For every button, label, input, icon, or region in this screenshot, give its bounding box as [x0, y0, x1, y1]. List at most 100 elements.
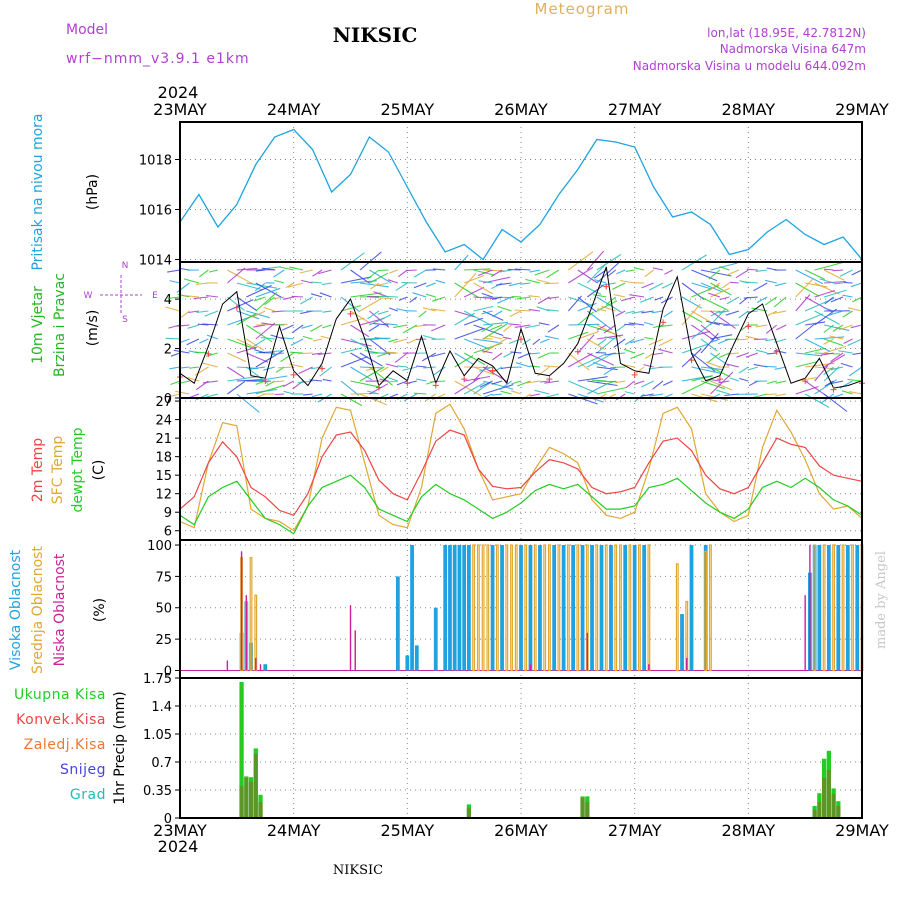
- wind-arrow: [776, 324, 787, 331]
- wind-arrow: [260, 336, 275, 340]
- wind-arrow: [658, 348, 673, 354]
- wind-arrow: [255, 266, 281, 271]
- time-tick-bottom-label: 23MAY: [153, 821, 207, 840]
- wind-arrow: [681, 375, 713, 382]
- wind-arrow: [253, 338, 266, 348]
- wind-arrow: [435, 279, 446, 284]
- wind-arrow: [586, 310, 613, 331]
- wind-arrow: [227, 269, 254, 285]
- compass-n: N: [122, 261, 129, 271]
- wind-arrow: [795, 361, 818, 368]
- wind-arrow: [700, 338, 718, 352]
- wind-arrow: [482, 384, 514, 395]
- wind-arrow: [710, 366, 731, 378]
- wind-arrow: [299, 269, 313, 274]
- wind-arrow: [628, 322, 645, 326]
- wind-arrow: [765, 393, 777, 396]
- wind-arrow: [630, 338, 645, 344]
- wind-arrow: [290, 351, 304, 354]
- wind-gust-marker: [347, 310, 354, 317]
- wind-arrow: [624, 323, 635, 326]
- wind-arrow: [236, 267, 258, 271]
- wind-arrow: [303, 393, 313, 396]
- wind-arrow: [753, 282, 768, 292]
- cloud-mid-bar: [557, 544, 561, 672]
- cloud-mid-bar: [619, 544, 622, 672]
- wind-arrow: [497, 305, 512, 312]
- y-tick-label: 75: [155, 570, 172, 585]
- cloud-high-bar: [845, 545, 850, 671]
- cloud-mid-bar: [533, 544, 537, 672]
- wind-arrow: [568, 323, 600, 326]
- wind-arrow: [282, 296, 294, 300]
- wind-arrow: [710, 262, 738, 271]
- cloud-low-bar: [349, 605, 352, 671]
- wind-arrow: [539, 380, 550, 383]
- cloud-high-bar: [538, 545, 542, 671]
- wind-arrow: [640, 296, 654, 303]
- y-tick-label: 21: [155, 432, 172, 447]
- wind-arrow: [755, 269, 768, 272]
- wind-arrow: [491, 366, 503, 374]
- wind-arrow: [536, 306, 550, 312]
- wind-arrow: [413, 269, 427, 278]
- wind-arrow: [814, 261, 845, 271]
- wind-arrow: [795, 352, 822, 357]
- wind-arrow: [279, 266, 294, 271]
- wind-arrow: [586, 263, 607, 284]
- y-tick-label: 4: [164, 293, 172, 308]
- wind-arrow: [270, 334, 285, 340]
- wind-arrow: [359, 298, 381, 312]
- precip-conv-bar: [831, 794, 836, 818]
- wind-arrow: [540, 338, 550, 344]
- wind-gust-marker: [830, 386, 837, 393]
- wind-arrow: [774, 366, 787, 370]
- cloud-high-bar: [433, 607, 438, 671]
- cloud-high-bar: [448, 545, 452, 671]
- wind-arrow: [251, 310, 266, 318]
- model-label: Model: [66, 22, 108, 38]
- cloud-mid-bar: [637, 544, 641, 672]
- cloud-high-bar: [249, 642, 253, 671]
- wind-arrow: [596, 336, 617, 354]
- wind-arrow: [227, 376, 258, 382]
- wind-arrow: [773, 296, 787, 308]
- time-tick-top-label: 27MAY: [608, 100, 662, 119]
- wind-arrow: [463, 338, 490, 350]
- cloud-mid-bar: [851, 544, 854, 672]
- wind-arrow: [407, 338, 418, 344]
- cloud-high-bar: [405, 655, 410, 671]
- cloud-high-bar: [623, 545, 628, 671]
- wind-gust-marker: [773, 348, 780, 355]
- wind-arrow: [546, 269, 560, 279]
- wind-arrow: [643, 364, 654, 368]
- y-tick-label: 0: [164, 664, 172, 679]
- wind-arrow: [587, 352, 615, 366]
- cloud-low-bar: [240, 551, 243, 671]
- cloud-mid-bar: [841, 544, 845, 672]
- lonlat-label: lon,lat (18.95E, 42.7812N): [707, 26, 866, 40]
- wind-arrow: [756, 296, 768, 303]
- wind-arrow: [425, 293, 436, 298]
- wind-arrow: [249, 366, 266, 370]
- wind-arrow: [378, 269, 389, 272]
- wind-arrow: [350, 292, 382, 298]
- wind-arrow: [710, 338, 721, 343]
- wind-arrow: [340, 356, 368, 368]
- wind-arrow: [664, 269, 673, 275]
- wind-arrow: [543, 365, 559, 368]
- wind-arrow: [805, 282, 828, 288]
- cloud-high-bar: [414, 645, 419, 671]
- wind-arrow: [652, 267, 664, 271]
- cloud-mid-bar: [547, 544, 551, 672]
- wind-arrow: [814, 282, 840, 295]
- wind-arrow: [534, 269, 550, 276]
- wind-arrow: [396, 380, 408, 386]
- wind-arrow: [814, 289, 836, 298]
- cloud-mid-bar: [614, 544, 618, 672]
- wind-arrow: [246, 284, 272, 298]
- wind-arrow: [482, 323, 509, 340]
- y-tick-label: 1016: [139, 204, 172, 219]
- wind-arrow: [691, 375, 713, 382]
- y-tick-label: 6: [164, 525, 172, 540]
